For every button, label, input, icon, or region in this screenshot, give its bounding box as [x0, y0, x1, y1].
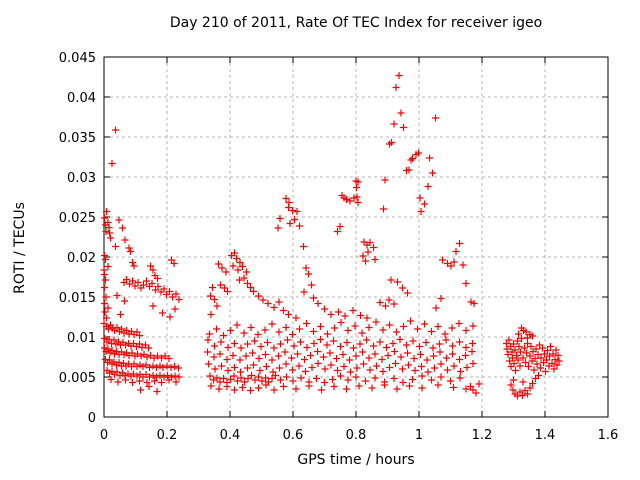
y-tick-label: 0.005	[59, 371, 96, 386]
x-tick-label: 0.4	[220, 428, 241, 443]
x-tick-label: 1.6	[598, 428, 619, 443]
y-tick-label: 0.015	[59, 291, 96, 306]
x-tick-label: 0.2	[157, 428, 178, 443]
x-tick-label: 0	[100, 428, 108, 443]
y-tick-label: 0.025	[59, 211, 96, 226]
x-tick-label: 1	[415, 428, 423, 443]
x-tick-label: 1.2	[472, 428, 493, 443]
y-tick-label: 0.01	[67, 331, 96, 346]
data-points	[100, 72, 563, 400]
chart-title: Day 210 of 2011, Rate Of TEC Index for r…	[169, 15, 543, 31]
y-tick-label: 0.02	[67, 251, 96, 266]
x-tick-label: 0.8	[346, 428, 367, 443]
y-tick-label: 0.035	[59, 131, 96, 146]
x-axis-label: GPS time / hours	[297, 452, 415, 468]
y-tick-label: 0	[88, 411, 96, 426]
y-tick-label: 0.04	[67, 91, 96, 106]
x-tick-label: 1.4	[535, 428, 556, 443]
y-tick-label: 0.045	[59, 51, 96, 66]
x-tick-label: 0.6	[283, 428, 304, 443]
y-tick-label: 0.03	[67, 171, 96, 186]
